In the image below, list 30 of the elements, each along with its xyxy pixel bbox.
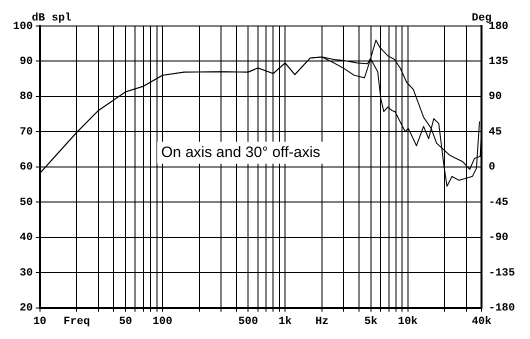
y2-tick-label: 45 <box>488 126 502 138</box>
x-tick-label: 500 <box>238 316 258 328</box>
y-tick-label: 60 <box>20 162 33 174</box>
y2-tick-label: -135 <box>488 267 516 280</box>
x-tick-label: 5k <box>364 316 378 328</box>
y-tick-label: 70 <box>20 126 33 138</box>
y2-tick-label: 90 <box>488 91 502 104</box>
x-tick-label: 50 <box>118 316 132 328</box>
y2-tick-label: -90 <box>488 232 508 244</box>
y-tick-label: 50 <box>20 196 33 209</box>
x-tick-label: 1k <box>278 316 292 328</box>
x-tick-label: 10 <box>33 316 46 328</box>
y2-tick-label: -45 <box>488 196 509 209</box>
y-tick-label: 30 <box>20 267 33 280</box>
y-axis-title: dB spl <box>32 12 72 24</box>
annotation: On axis and 30° off-axis <box>161 144 320 161</box>
y2-tick-label: -180 <box>488 302 515 315</box>
y-tick-label: 100 <box>12 20 33 33</box>
x-tick-label: 100 <box>152 316 172 328</box>
x-tick-label: 40k <box>472 316 492 328</box>
x-tick-label: 10k <box>398 316 418 328</box>
y-tick-label: 80 <box>20 91 33 104</box>
y2-tick-label: 0 <box>488 162 496 174</box>
y-tick-label: 20 <box>20 302 33 315</box>
x-tick-label: Hz <box>315 316 329 328</box>
y2-tick-label: 180 <box>488 20 508 33</box>
x-tick-label: Freq <box>64 316 90 328</box>
y-tick-label: 90 <box>20 56 33 68</box>
y2-tick-label: 135 <box>488 56 509 68</box>
y-tick-label: 40 <box>20 232 33 244</box>
